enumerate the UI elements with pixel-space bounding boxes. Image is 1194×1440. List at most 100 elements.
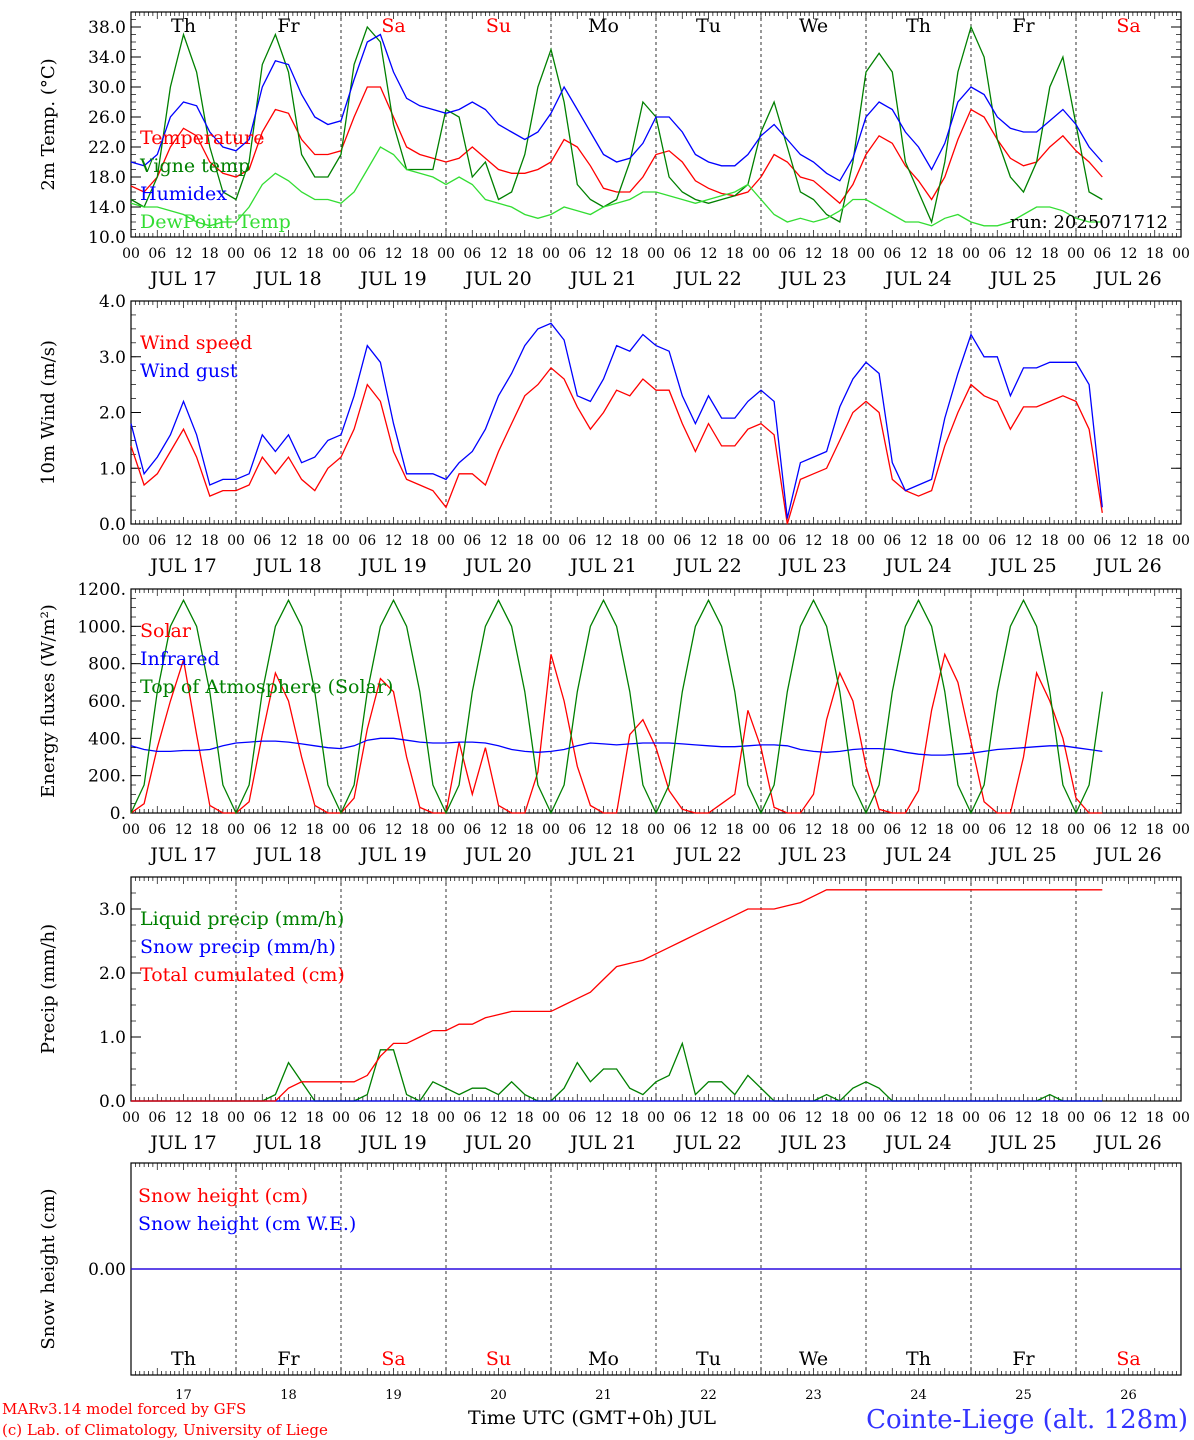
hour-tick-label: 06	[568, 1110, 586, 1126]
y-axis-label: Precip (mm/h)	[38, 924, 59, 1054]
y-tick-label: 600.	[88, 692, 126, 712]
hour-tick-label: 12	[1120, 533, 1138, 549]
date-label: JUL 23	[778, 1132, 846, 1154]
y-axis-label: 2m Temp. (°C)	[38, 58, 59, 190]
day-abbr: Sa	[381, 1348, 405, 1370]
hour-tick-label: 00	[647, 246, 665, 262]
day-number: 19	[385, 1388, 402, 1403]
hour-tick-label: 18	[516, 822, 534, 838]
y-tick-label: 14.0	[88, 198, 126, 218]
legend-entry: Top of Atmosphere (Solar)	[140, 676, 393, 698]
hour-tick-label: 06	[568, 533, 586, 549]
series-line-humidex	[130, 33, 1103, 182]
hour-tick-label: 06	[883, 246, 901, 262]
hour-tick-label: 00	[1172, 533, 1190, 549]
hour-tick-label: 06	[463, 1110, 481, 1126]
hour-tick-label: 12	[910, 246, 928, 262]
hour-tick-label: 00	[752, 246, 770, 262]
hour-tick-label: 18	[306, 1110, 324, 1126]
date-label: JUL 26	[1093, 555, 1161, 577]
hour-tick-label: 12	[700, 822, 718, 838]
hour-tick-label: 12	[385, 822, 403, 838]
hour-tick-label: 18	[1041, 822, 1059, 838]
day-number: 17	[175, 1388, 192, 1403]
hour-tick-label: 06	[883, 533, 901, 549]
legend-entry: Solar	[140, 620, 192, 642]
hour-tick-label: 00	[647, 533, 665, 549]
hour-tick-label: 18	[201, 533, 219, 549]
hour-tick-label: 00	[1067, 822, 1085, 838]
hour-tick-label: 12	[805, 822, 823, 838]
date-label: JUL 25	[988, 1132, 1056, 1154]
hour-tick-label: 18	[516, 533, 534, 549]
hour-tick-label: 18	[1146, 1110, 1164, 1126]
hour-tick-label: 00	[227, 822, 245, 838]
hour-tick-label: 06	[778, 533, 796, 549]
hour-tick-label: 06	[148, 822, 166, 838]
hour-tick-label: 18	[1041, 1110, 1059, 1126]
legend-entry: DewPoint Temp	[140, 211, 291, 233]
y-tick-label: 0.00	[88, 1260, 126, 1280]
hour-tick-label: 00	[647, 822, 665, 838]
hour-tick-label: 18	[726, 533, 744, 549]
hour-tick-label: 00	[1067, 533, 1085, 549]
hour-tick-label: 18	[831, 822, 849, 838]
hour-tick-label: 18	[201, 246, 219, 262]
hour-tick-label: 00	[227, 1110, 245, 1126]
y-tick-label: 1200.	[77, 580, 126, 600]
hour-tick-label: 00	[437, 533, 455, 549]
hour-tick-label: 00	[437, 246, 455, 262]
hour-tick-label: 00	[542, 533, 560, 549]
hour-tick-label: 12	[175, 246, 193, 262]
date-label: JUL 22	[673, 1132, 741, 1154]
y-tick-label: 1.0	[99, 1028, 126, 1048]
hour-tick-label: 00	[122, 246, 140, 262]
date-label: JUL 20	[463, 844, 531, 866]
hour-tick-label: 18	[306, 246, 324, 262]
hour-tick-label: 06	[148, 533, 166, 549]
day-abbr: Th	[906, 1348, 931, 1370]
y-tick-label: 1000.	[77, 617, 126, 637]
hour-tick-label: 06	[1093, 822, 1111, 838]
hour-tick-label: 06	[883, 822, 901, 838]
hour-tick-label: 00	[962, 246, 980, 262]
date-label: JUL 22	[673, 844, 741, 866]
date-label: JUL 17	[148, 268, 216, 290]
hour-tick-label: 06	[463, 246, 481, 262]
date-label: JUL 17	[148, 1132, 216, 1154]
date-label: JUL 26	[1093, 1132, 1161, 1154]
date-label: JUL 20	[463, 268, 531, 290]
hour-tick-label: 12	[910, 822, 928, 838]
footer-model: MARv3.14 model forced by GFS	[2, 1400, 246, 1418]
hour-tick-label: 00	[962, 1110, 980, 1126]
day-number: 21	[595, 1388, 612, 1403]
hour-tick-label: 06	[988, 533, 1006, 549]
y-tick-label: 38.0	[88, 18, 126, 38]
y-axis-label: 10m Wind (m/s)	[38, 340, 59, 485]
hour-tick-label: 12	[175, 1110, 193, 1126]
hour-tick-label: 12	[175, 533, 193, 549]
hour-tick-label: 18	[1041, 533, 1059, 549]
hour-tick-label: 12	[1120, 822, 1138, 838]
legend-entry: Total cumulated (cm)	[140, 964, 345, 986]
hour-tick-label: 06	[253, 533, 271, 549]
hour-tick-label: 12	[490, 246, 508, 262]
hour-tick-label: 12	[805, 246, 823, 262]
date-label: JUL 24	[883, 844, 951, 866]
hour-tick-label: 00	[332, 533, 350, 549]
y-tick-label: 30.0	[88, 78, 126, 98]
hour-tick-label: 00	[542, 1110, 560, 1126]
date-label: JUL 19	[358, 555, 426, 577]
hour-tick-label: 00	[437, 822, 455, 838]
hour-tick-label: 06	[148, 1110, 166, 1126]
hour-tick-label: 18	[621, 533, 639, 549]
day-abbr: We	[799, 1348, 828, 1370]
hour-tick-label: 12	[700, 533, 718, 549]
hour-tick-label: 06	[253, 246, 271, 262]
day-abbr: Su	[486, 15, 511, 37]
panel-5: 0.00 Snow height (cm) Snow height (cm) Snow…	[38, 1162, 1182, 1403]
hour-tick-label: 18	[936, 822, 954, 838]
station-label: Cointe-Liege (alt. 128m)	[866, 1405, 1188, 1435]
hour-tick-label: 00	[332, 246, 350, 262]
hour-tick-label: 06	[1093, 1110, 1111, 1126]
